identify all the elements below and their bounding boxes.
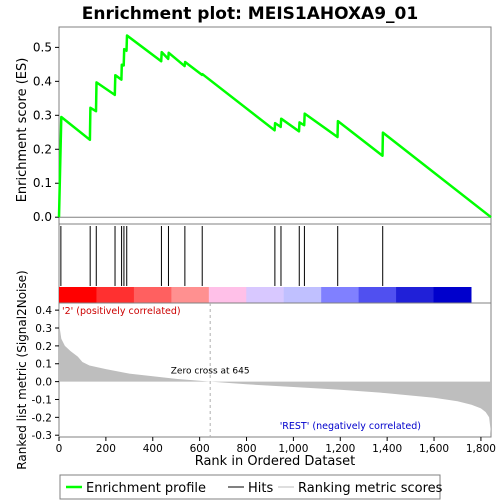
rank-x-tick-label: 1,600 bbox=[419, 443, 449, 455]
positive-correlation-label: '2' (positively correlated) bbox=[62, 306, 181, 317]
rank-x-tick-label: 1,400 bbox=[372, 443, 402, 455]
enrichment-profile-line bbox=[57, 34, 492, 219]
metric-y-tick-label: -0.2 bbox=[32, 412, 53, 424]
chart-title: Enrichment plot: MEIS1AHOXA9_01 bbox=[82, 4, 418, 24]
rank-bar-segment bbox=[208, 287, 247, 303]
metric-y-tick-label: 0.2 bbox=[35, 341, 52, 353]
metric-y-tick-label: -0.1 bbox=[32, 394, 53, 406]
rank-x-tick-label: 0 bbox=[56, 443, 63, 455]
rank-color-bar bbox=[59, 287, 472, 303]
negative-correlation-label: 'REST' (negatively correlated) bbox=[280, 421, 421, 432]
rank-bar-segment bbox=[396, 287, 435, 303]
rank-x-tick-label: 200 bbox=[96, 443, 116, 455]
legend-es-label: Enrichment profile bbox=[86, 481, 206, 496]
rank-x-tick-label: 1,800 bbox=[466, 443, 496, 455]
es-y-tick-label: 0.2 bbox=[33, 142, 52, 156]
hits-panel bbox=[58, 223, 492, 304]
rank-bar-segment bbox=[283, 287, 322, 303]
hit-markers bbox=[60, 226, 384, 286]
metric-y-tick-label: 0.1 bbox=[35, 359, 52, 371]
legend-hits-label: Hits bbox=[248, 481, 273, 496]
rank-x-tick-label: 600 bbox=[190, 443, 210, 455]
metric-y-tick-label: 0.4 bbox=[35, 305, 52, 317]
x-axis-label: Rank in Ordered Dataset bbox=[195, 454, 356, 469]
es-y-axis: 0.0 0.1 0.2 0.3 0.4 0.5 bbox=[33, 40, 59, 224]
rank-bar-segment bbox=[171, 287, 210, 303]
metric-y-tick-label: 0.0 bbox=[35, 377, 52, 389]
metric-y-tick-label: -0.3 bbox=[32, 430, 53, 442]
rank-bar-segment bbox=[96, 287, 135, 303]
metric-y-axis: -0.3 -0.2 -0.1 0.0 0.1 0.2 0.3 0.4 bbox=[32, 305, 59, 442]
rank-bar-segment bbox=[246, 287, 285, 303]
legend-box bbox=[59, 474, 441, 500]
rank-x-tick-label: 1,000 bbox=[278, 443, 308, 455]
zero-cross-label: Zero cross at 645 bbox=[171, 367, 250, 377]
rank-x-tick-label: 1,200 bbox=[325, 443, 355, 455]
enrichment-panel: 0.0 0.1 0.2 0.3 0.4 0.5 Enrichment score (ES) bbox=[15, 26, 492, 225]
es-y-tick-label: 0.4 bbox=[33, 74, 52, 88]
es-y-tick-label: 0.1 bbox=[33, 176, 52, 190]
legend-metric-label: Ranking metric scores bbox=[298, 481, 443, 496]
rank-bar-segment bbox=[321, 287, 360, 303]
ranked-metric-frame bbox=[58, 302, 492, 438]
es-y-axis-label: Enrichment score (ES) bbox=[15, 58, 30, 203]
metric-y-tick-label: 0.3 bbox=[35, 323, 52, 335]
es-y-tick-label: 0.5 bbox=[33, 40, 52, 54]
rank-bar-segment bbox=[433, 287, 472, 303]
rank-bar-segment bbox=[358, 287, 397, 303]
ranked-metric-panel: -0.3 -0.2 -0.1 0.0 0.1 0.2 0.3 0.4 0 200 400 600 80… bbox=[15, 270, 496, 469]
rank-bar-segment bbox=[59, 287, 97, 303]
rank-bar-segment bbox=[133, 287, 172, 303]
legend: Enrichment profile Hits Ranking metric s… bbox=[59, 474, 443, 500]
rank-x-tick-label: 400 bbox=[143, 443, 163, 455]
es-y-tick-label: 0.0 bbox=[33, 210, 52, 224]
metric-y-axis-label: Ranked list metric (Signal2Noise) bbox=[15, 270, 29, 469]
es-y-tick-label: 0.3 bbox=[33, 108, 52, 122]
rank-x-tick-label: 800 bbox=[236, 443, 256, 455]
rank-x-axis: 0 200 400 600 800 1,000 1,200 1,400 1,600 1,800 bbox=[56, 437, 496, 455]
